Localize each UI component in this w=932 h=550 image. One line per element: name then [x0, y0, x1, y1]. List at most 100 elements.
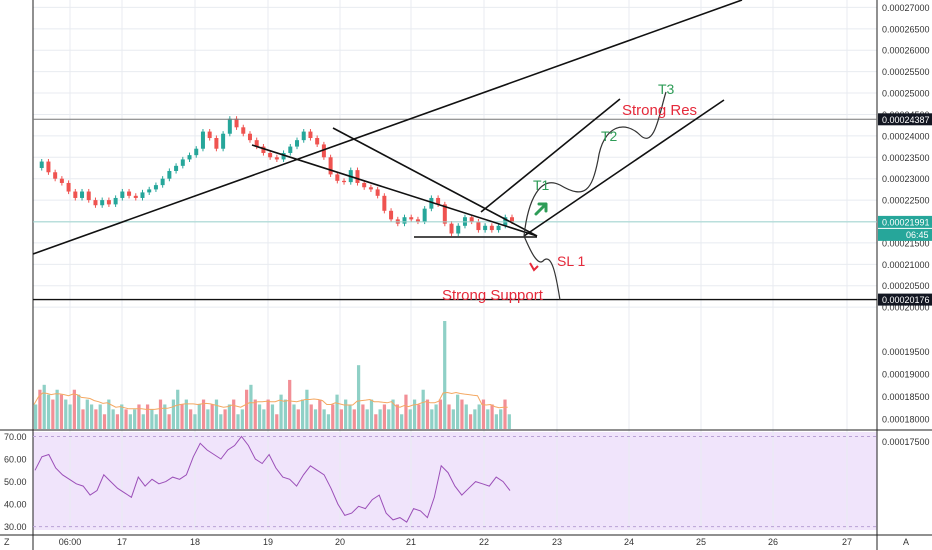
candle-body — [489, 225, 494, 231]
candle-body — [422, 208, 427, 222]
time-tick-label: 17 — [117, 537, 127, 547]
time-tick-label: 22 — [479, 537, 489, 547]
candle-body — [73, 191, 78, 198]
time-tick-label: 21 — [406, 537, 416, 547]
candle-body — [476, 221, 481, 231]
volume-bar — [141, 414, 145, 429]
volume-bar — [253, 399, 257, 429]
candle-body — [415, 219, 420, 222]
candle-body — [160, 178, 165, 186]
volume-bar — [352, 409, 356, 429]
candle-body — [39, 161, 44, 168]
support-price-tag: 0.00020176 — [882, 295, 930, 305]
candle-body — [207, 131, 212, 139]
volume-bar — [348, 404, 352, 429]
candle-body — [59, 178, 64, 183]
candle-body — [342, 180, 347, 183]
projection-up-path — [523, 91, 667, 237]
candle-body — [93, 200, 98, 206]
volume-bar — [206, 409, 210, 429]
volume-bar — [318, 399, 322, 429]
trend-line — [480, 98, 621, 213]
volume-bar — [111, 409, 115, 429]
volume-bar — [499, 409, 503, 429]
volume-bar — [137, 404, 141, 429]
candle-body — [46, 161, 51, 173]
volume-bar — [107, 399, 111, 429]
volume-bar — [38, 389, 42, 429]
volume-bar — [249, 384, 253, 429]
candle-body — [180, 159, 185, 166]
candle-body — [106, 200, 111, 205]
candle-body — [315, 138, 320, 145]
candle-body — [449, 223, 454, 234]
candle-body — [389, 210, 394, 220]
candle-body — [147, 189, 152, 193]
candle-body — [510, 217, 514, 222]
volume-bar — [227, 404, 232, 429]
rsi-line — [34, 435, 511, 523]
time-tick-label: 24 — [624, 537, 634, 547]
current-price-tag: 0.00021991 — [882, 217, 930, 227]
volume-bar — [68, 404, 72, 429]
volume-bar — [421, 389, 425, 429]
candle-body — [409, 217, 414, 220]
candle-body — [483, 225, 488, 231]
res-price-tag: 0.00024387 — [882, 115, 930, 125]
candle-body — [127, 191, 132, 196]
volume-bar — [331, 404, 335, 429]
volume-bar — [494, 414, 499, 429]
auto-scale-button[interactable]: A — [903, 537, 909, 547]
volume-bar — [356, 365, 361, 429]
volume-bar — [438, 399, 443, 429]
zoom-button[interactable]: Z — [4, 537, 10, 547]
candle-body — [86, 191, 91, 201]
volume-bar — [451, 409, 455, 429]
arrow-down-icon — [529, 262, 539, 272]
candle-body — [335, 174, 340, 181]
candle-body — [221, 133, 226, 149]
candle-body — [120, 191, 125, 198]
time-tick-label: 20 — [335, 537, 345, 547]
time-tick-label: 23 — [552, 537, 562, 547]
trend-line — [332, 127, 538, 237]
volume-bar — [124, 409, 128, 429]
volume-bar — [150, 409, 154, 429]
volume-bar — [42, 384, 46, 429]
candle-body — [436, 197, 441, 205]
candle-body — [140, 192, 145, 198]
candle-body — [469, 217, 474, 222]
volume-bar — [72, 389, 76, 429]
volume-bar — [400, 414, 404, 429]
volume-bar — [214, 399, 219, 429]
countdown-label: 06:45 — [906, 230, 929, 240]
candle-body — [234, 118, 239, 128]
volume-bar — [133, 409, 137, 429]
volume-bar — [270, 404, 275, 429]
volume-bar — [232, 399, 236, 429]
price-tick-label: 0.00020000 — [882, 303, 930, 313]
candle-body — [53, 172, 58, 179]
candle-body — [200, 131, 205, 149]
candle-body — [100, 200, 105, 206]
volume-bar — [167, 414, 171, 429]
volume-bar — [81, 409, 85, 429]
volume-bar — [184, 399, 188, 429]
time-tick-label: 25 — [696, 537, 706, 547]
volume-bar — [443, 321, 447, 429]
rsi-background — [33, 432, 877, 530]
candle-body — [375, 189, 380, 196]
candle-body — [247, 133, 252, 141]
candle-body — [227, 118, 232, 134]
candle-body — [80, 191, 85, 198]
volume-ma-line — [33, 391, 508, 410]
rsi-tick-label: 30.00 — [4, 522, 27, 532]
candle-body — [442, 204, 447, 224]
volume-bar — [503, 399, 507, 429]
candle-body — [187, 155, 192, 160]
support-price-tag-bg — [878, 293, 932, 306]
candle-body — [301, 131, 306, 141]
annotation-strong-res: Strong Res — [622, 102, 697, 119]
